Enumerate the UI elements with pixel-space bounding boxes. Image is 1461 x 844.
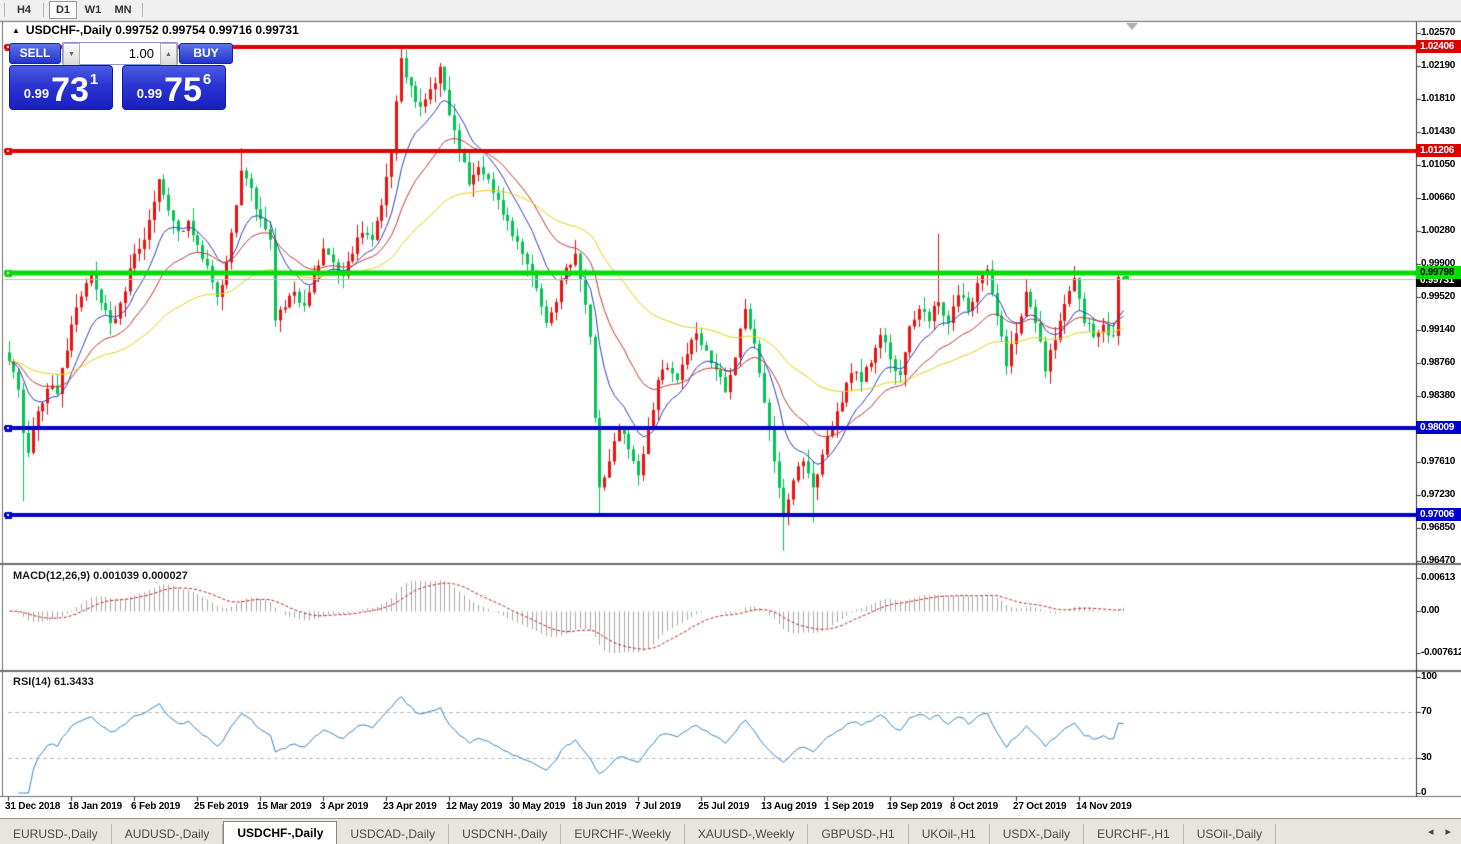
price-tick-label: 1.02190	[1421, 60, 1456, 71]
tab-scroll-controls: ◂ ▸	[1428, 825, 1451, 838]
price-tick-label: 1.01810	[1421, 93, 1456, 104]
timeframe-toolbar: H4 D1 W1 MN	[0, 0, 1461, 21]
price-tick-label: 0.99140	[1421, 324, 1456, 335]
time-axis-label: 8 Oct 2019	[950, 801, 999, 812]
sell-price-small: 0.99	[23, 86, 50, 101]
rsi-scale-label: 70	[1421, 706, 1432, 717]
timeframe-button-mn[interactable]: MN	[114, 4, 132, 16]
time-axis-label: 7 Jul 2019	[635, 801, 681, 812]
price-tick-label: 0.96850	[1421, 522, 1456, 533]
chart-tab-eurchf-weekly[interactable]: EURCHF-,Weekly	[561, 824, 685, 844]
chart-title-row: ▲ USDCHF-,Daily 0.99752 0.99754 0.99716 …	[12, 23, 299, 37]
chart-tab-xauusd-weekly[interactable]: XAUUSD-,Weekly	[685, 824, 809, 844]
level-price-badge: 0.99798	[1416, 266, 1461, 279]
sell-price-button[interactable]: 0.99 73 1	[9, 65, 113, 110]
price-tick-label: 0.98380	[1421, 390, 1456, 401]
time-axis-label: 30 May 2019	[509, 801, 566, 812]
time-axis-label: 1 Sep 2019	[824, 801, 874, 812]
volume-increase-button[interactable]: ▲	[160, 43, 177, 66]
price-tick-label: 0.99900	[1421, 258, 1456, 269]
price-tick-label: 1.01430	[1421, 126, 1456, 137]
macd-scale-label: 0.00613	[1421, 572, 1456, 583]
buy-price-sup: 6	[202, 71, 212, 88]
macd-label: MACD(12,26,9) 0.001039 0.000027	[13, 570, 188, 582]
sell-button[interactable]: SELL	[9, 43, 61, 64]
price-tick-label: 1.00280	[1421, 225, 1456, 236]
price-tick-label: 0.99520	[1421, 291, 1456, 302]
time-axis-label: 25 Feb 2019	[194, 801, 249, 812]
rsi-scale-label: 0	[1421, 787, 1427, 798]
rsi-scale-label: 100	[1421, 671, 1437, 682]
chart-tab-ukoil-h1[interactable]: UKOil-,H1	[909, 824, 990, 844]
sell-price-big: 73	[51, 70, 89, 109]
tab-scroll-left-icon[interactable]: ◂	[1427, 826, 1434, 838]
sell-price-sup: 1	[89, 71, 99, 88]
price-tick-label: 0.98760	[1421, 357, 1456, 368]
volume-input[interactable]	[80, 43, 160, 64]
time-axis-label: 13 Aug 2019	[761, 801, 817, 812]
volume-spinner: ▼ ▲	[62, 42, 178, 66]
price-tick-label: 0.96470	[1421, 555, 1456, 566]
time-axis-label: 12 May 2019	[446, 801, 503, 812]
one-click-trading-panel: SELL ▼ ▲ BUY 0.99 73 1 0.99 75 6	[9, 42, 233, 112]
chart-tab-usoil-daily[interactable]: USOil-,Daily	[1184, 824, 1277, 844]
tab-scroll-right-icon[interactable]: ▸	[1445, 826, 1451, 838]
buy-price-big: 75	[164, 70, 202, 109]
buy-button[interactable]: BUY	[179, 43, 233, 64]
rsi-scale-label: 30	[1421, 752, 1432, 763]
time-axis-label: 19 Sep 2019	[887, 801, 943, 812]
price-tick-label: 0.97610	[1421, 456, 1456, 467]
level-price-badge: 0.97006	[1416, 508, 1461, 521]
timeframe-button-w1[interactable]: W1	[84, 4, 102, 16]
time-axis-label: 14 Nov 2019	[1076, 801, 1132, 812]
macd-scale-label: -0.0076125	[1421, 647, 1461, 658]
chart-tab-usdcnh-daily[interactable]: USDCNH-,Daily	[449, 824, 562, 844]
chart-tab-usdcad-daily[interactable]: USDCAD-,Daily	[337, 824, 450, 844]
buy-price-button[interactable]: 0.99 75 6	[122, 65, 226, 110]
chart-tab-gbpusd-h1[interactable]: GBPUSD-,H1	[808, 824, 909, 844]
level-price-badge: 1.01206	[1416, 144, 1461, 157]
price-tick-label: 1.00660	[1421, 192, 1456, 203]
time-axis-label: 6 Feb 2019	[131, 801, 181, 812]
chart-tab-usdx-daily[interactable]: USDX-,Daily	[990, 824, 1085, 844]
time-axis-label: 23 Apr 2019	[383, 801, 437, 812]
price-tick-label: 1.01050	[1421, 159, 1456, 170]
macd-scale-label: 0.00	[1421, 605, 1440, 616]
chart-title: USDCHF-,Daily 0.99752 0.99754 0.99716 0.…	[25, 23, 299, 37]
time-axis-label: 27 Oct 2019	[1013, 801, 1067, 812]
time-axis-label: 3 Apr 2019	[320, 801, 369, 812]
rsi-label: RSI(14) 61.3433	[13, 676, 94, 688]
time-axis-label: 18 Jun 2019	[572, 801, 627, 812]
time-axis-label: 15 Mar 2019	[257, 801, 312, 812]
price-tick-label: 1.02570	[1421, 27, 1456, 38]
level-price-badge: 1.02406	[1416, 40, 1461, 53]
collapse-triangle-icon[interactable]: ▲	[12, 25, 20, 35]
chart-tab-eurusd-daily[interactable]: EURUSD-,Daily	[0, 824, 112, 844]
buy-price-small: 0.99	[136, 86, 163, 101]
chart-tab-bar: EURUSD-,Daily AUDUSD-,Daily USDCHF-,Daily U…	[0, 818, 1461, 844]
timeframe-button-d1[interactable]: D1	[49, 1, 77, 19]
chart-tab-eurchf-h1[interactable]: EURCHF-,H1	[1084, 824, 1184, 844]
timeframe-button-h4[interactable]: H4	[16, 4, 32, 16]
chart-tab-audusd-daily[interactable]: AUDUSD-,Daily	[112, 824, 224, 844]
level-price-badge: 0.98009	[1416, 421, 1461, 434]
time-axis-label: 18 Jan 2019	[68, 801, 122, 812]
chart-tab-usdchf-daily[interactable]: USDCHF-,Daily	[223, 821, 338, 844]
price-tick-label: 0.97230	[1421, 489, 1456, 500]
time-axis-label: 25 Jul 2019	[698, 801, 750, 812]
volume-decrease-button[interactable]: ▼	[63, 43, 80, 66]
chart-shift-marker-icon[interactable]	[1126, 23, 1138, 30]
time-axis-label: 31 Dec 2018	[5, 801, 61, 812]
